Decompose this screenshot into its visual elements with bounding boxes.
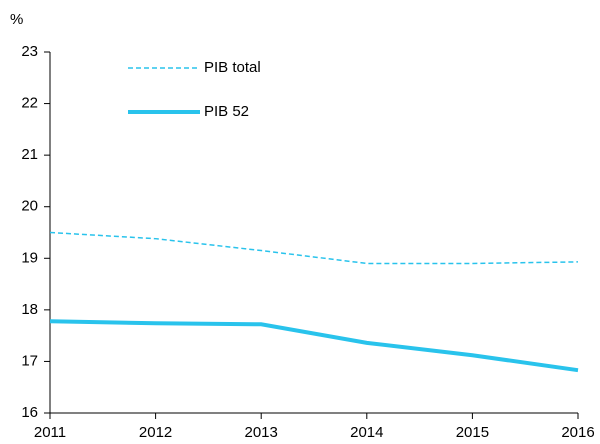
y-tick-label: 18 (21, 301, 38, 318)
x-tick-label: 2016 (561, 424, 594, 441)
legend-label: PIB total (204, 59, 261, 76)
y-tick-label: 23 (21, 43, 38, 60)
x-tick-label: 2013 (245, 424, 278, 441)
y-tick-label: 20 (21, 198, 38, 215)
y-tick-label: 21 (21, 146, 38, 163)
series-line (49, 319, 579, 373)
y-tick-label: 17 (21, 352, 38, 369)
x-tick-label: 2014 (350, 424, 383, 441)
x-tick-label: 2011 (34, 424, 66, 441)
y-tick-label: 19 (21, 249, 38, 266)
x-tick-label: 2012 (139, 424, 172, 441)
legend-label: PIB 52 (204, 103, 249, 120)
y-axis-label: % (10, 11, 23, 28)
y-tick-label: 16 (21, 404, 38, 421)
series-line (49, 231, 579, 265)
y-tick-label: 22 (21, 95, 38, 112)
x-tick-label: 2015 (456, 424, 489, 441)
